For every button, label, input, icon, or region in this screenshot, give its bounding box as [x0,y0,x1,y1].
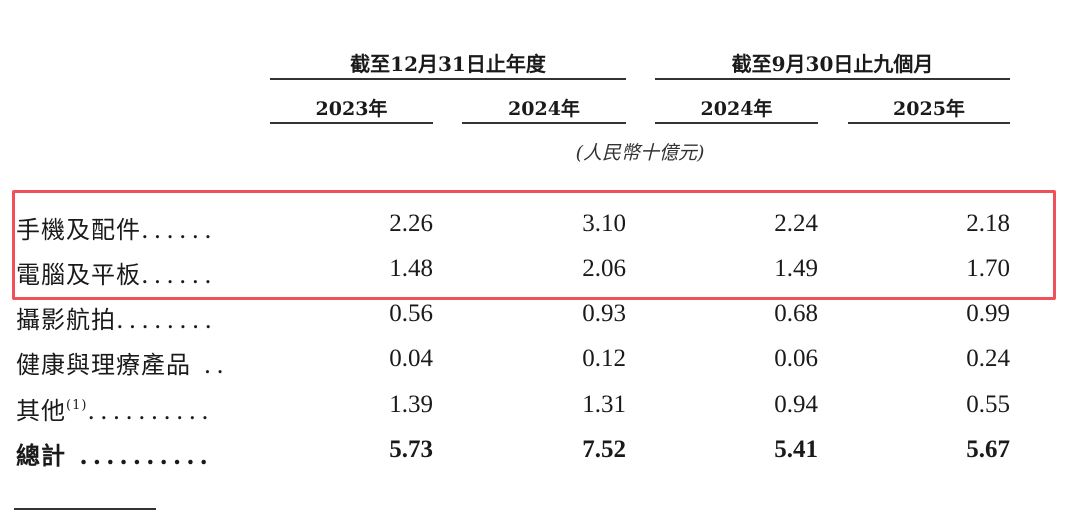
cell-value: 1.70 [966,255,1010,282]
row-label-text: 總計 [16,441,66,470]
cell-value: 5.73 [389,436,433,463]
row-label: 手機及配件...... [16,210,217,245]
table-row: 總計 .......... 5.73 7.52 5.41 5.67 [0,436,1080,476]
row-label-text: 電腦及平板 [16,261,141,289]
highlight-box [12,190,1056,300]
cell-value: 0.99 [966,300,1010,327]
cell-value: 0.93 [582,300,626,327]
header-group-nine-months: 截至9月30日止九個月 [731,52,934,76]
leader-dots: .......... [66,441,213,470]
leader-dots: ...... [141,216,217,244]
footnote-rule [14,508,156,510]
unit-label: (人民幣十億元) [575,142,705,164]
column-divider [462,122,626,124]
row-label: 健康與理療產品 .. [16,345,229,380]
cell-value: 0.56 [389,300,433,327]
table-row: 其他(1).......... 1.39 1.31 0.94 0.55 [0,391,1080,431]
column-header-year: 2024年 [700,98,773,120]
leader-dots: ...... [141,261,217,289]
cell-value: 0.12 [582,345,626,372]
column-header-year: 2023年 [315,98,388,120]
table-row: 健康與理療產品 .. 0.04 0.12 0.06 0.24 [0,345,1080,385]
group-divider [655,78,1010,80]
cell-value: 1.49 [774,255,818,282]
table-row: 手機及配件...... 2.26 3.10 2.24 2.18 [0,210,1080,250]
leader-dots: .. [191,351,229,379]
cell-value: 0.04 [389,345,433,372]
cell-value: 2.18 [966,210,1010,237]
cell-value: 0.06 [774,345,818,372]
cell-value: 0.94 [774,391,818,418]
leader-dots: .......... [87,397,214,425]
row-label-text: 健康與理療產品 [16,351,191,379]
cell-value: 2.06 [582,255,626,282]
cell-value: 1.31 [582,391,626,418]
table-row: 攝影航拍........ 0.56 0.93 0.68 0.99 [0,300,1080,340]
cell-value: 1.48 [389,255,433,282]
row-label: 電腦及平板...... [16,255,217,290]
cell-value: 5.67 [966,436,1010,463]
cell-value: 2.26 [389,210,433,237]
row-label-text: 其他 [16,397,66,425]
leader-dots: ........ [116,306,218,334]
cell-value: 0.55 [966,391,1010,418]
cell-value: 0.68 [774,300,818,327]
row-label: 攝影航拍........ [16,300,217,335]
row-label-text: 手機及配件 [16,216,141,244]
column-header-year: 2024年 [508,98,580,120]
cell-value: 5.41 [774,436,818,463]
cell-value: 1.39 [389,391,433,418]
cell-value: 0.24 [966,345,1010,372]
cell-value: 2.24 [774,210,818,237]
column-header-year: 2025年 [893,98,965,120]
column-divider [848,122,1010,124]
column-divider [270,122,433,124]
row-label-text: 攝影航拍 [16,306,116,334]
table-row: 電腦及平板...... 1.48 2.06 1.49 1.70 [0,255,1080,295]
column-divider [655,122,818,124]
header-group-fiscal-year: 截至12月31日止年度 [350,52,546,76]
row-label: 總計 .......... [16,436,213,471]
cell-value: 7.52 [582,436,626,463]
cell-value: 3.10 [582,210,626,237]
group-divider [270,78,626,80]
footnote-ref: (1) [66,398,88,413]
row-label: 其他(1).......... [16,391,214,426]
